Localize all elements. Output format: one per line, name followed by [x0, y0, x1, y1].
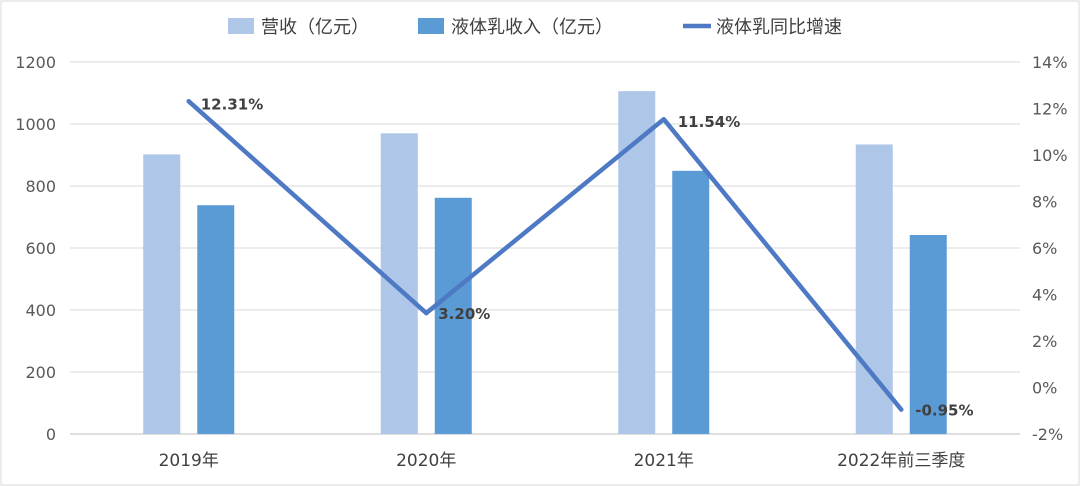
- line-point: [424, 311, 429, 316]
- legend-label: 营收（亿元）: [261, 17, 369, 38]
- x-tick-label: 2020年: [396, 451, 456, 471]
- y-left-tick-label: 0: [46, 425, 56, 444]
- legend: 营收（亿元） 液体乳收入（亿元） 液体乳同比增速: [228, 17, 842, 38]
- legend-label: 液体乳同比增速: [716, 17, 842, 38]
- bar: [909, 234, 947, 434]
- legend-swatch: [418, 18, 444, 34]
- bars: [143, 91, 947, 435]
- line-point: [899, 407, 904, 412]
- line-point: [661, 117, 666, 122]
- series-line: [186, 99, 904, 412]
- y-left-tick-label: 600: [25, 239, 56, 258]
- bar: [143, 154, 181, 434]
- x-tick-label: 2022年前三季度: [837, 451, 965, 471]
- line-layer: 12.31% 3.20% 11.54% -0.95%: [186, 95, 974, 420]
- y-right-tick-label: 4%: [1032, 286, 1057, 305]
- y-left-tick-label: 800: [25, 177, 56, 196]
- line-point: [186, 99, 191, 104]
- axes: 0 200 400 600 800 1000 1200 -2% 0% 2% 4% 6% 8% 10% 12%…: [15, 53, 1067, 471]
- x-tick-label: 2021年: [634, 451, 694, 471]
- y-right-tick-label: -2%: [1032, 425, 1063, 444]
- y-left-tick-label: 1200: [15, 53, 56, 72]
- data-label: -0.95%: [915, 402, 973, 420]
- y-right-tick-label: 14%: [1032, 53, 1068, 72]
- legend-swatch: [228, 18, 254, 34]
- data-label: 11.54%: [678, 113, 740, 131]
- y-right-tick-label: 8%: [1032, 193, 1057, 212]
- y-left-tick-label: 400: [25, 301, 56, 320]
- bar: [672, 170, 710, 434]
- data-label: 12.31%: [201, 95, 263, 113]
- bar: [855, 144, 893, 434]
- bar: [618, 91, 656, 434]
- legend-label: 液体乳收入（亿元）: [451, 17, 613, 38]
- y-right-tick-label: 0%: [1032, 379, 1057, 398]
- bar: [434, 197, 472, 434]
- y-right-tick-label: 10%: [1032, 146, 1068, 165]
- y-left-tick-label: 1000: [15, 115, 56, 134]
- data-label: 3.20%: [438, 305, 490, 323]
- bar: [380, 133, 418, 435]
- y-right-tick-label: 2%: [1032, 332, 1057, 351]
- x-tick-label: 2019年: [159, 451, 219, 471]
- bar: [197, 205, 235, 434]
- y-left-tick-label: 200: [25, 363, 56, 382]
- y-right-tick-label: 6%: [1032, 239, 1057, 258]
- y-right-tick-label: 12%: [1032, 100, 1068, 119]
